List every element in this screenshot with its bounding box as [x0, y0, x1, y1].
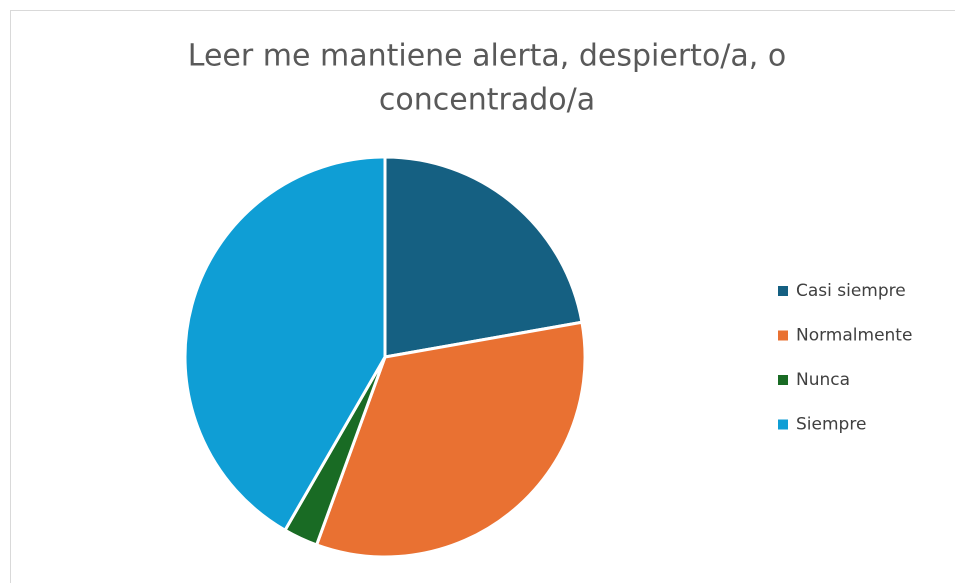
legend-swatch — [778, 286, 788, 296]
pie-slice — [315, 320, 587, 559]
legend-label: Siempre — [796, 415, 866, 435]
legend-label: Normalmente — [796, 326, 912, 346]
legend-swatch — [778, 330, 788, 341]
chart-title: concentrado/a — [379, 83, 595, 118]
legend-label: Nunca — [796, 370, 850, 390]
legend-swatch — [778, 375, 788, 385]
pie-slice — [183, 155, 387, 532]
chart-title: Leer me mantiene alerta, despierto/a, o — [188, 39, 786, 74]
legend-label: Casi siempre — [796, 281, 906, 301]
pie-slice — [383, 155, 584, 359]
legend-swatch — [778, 419, 788, 430]
